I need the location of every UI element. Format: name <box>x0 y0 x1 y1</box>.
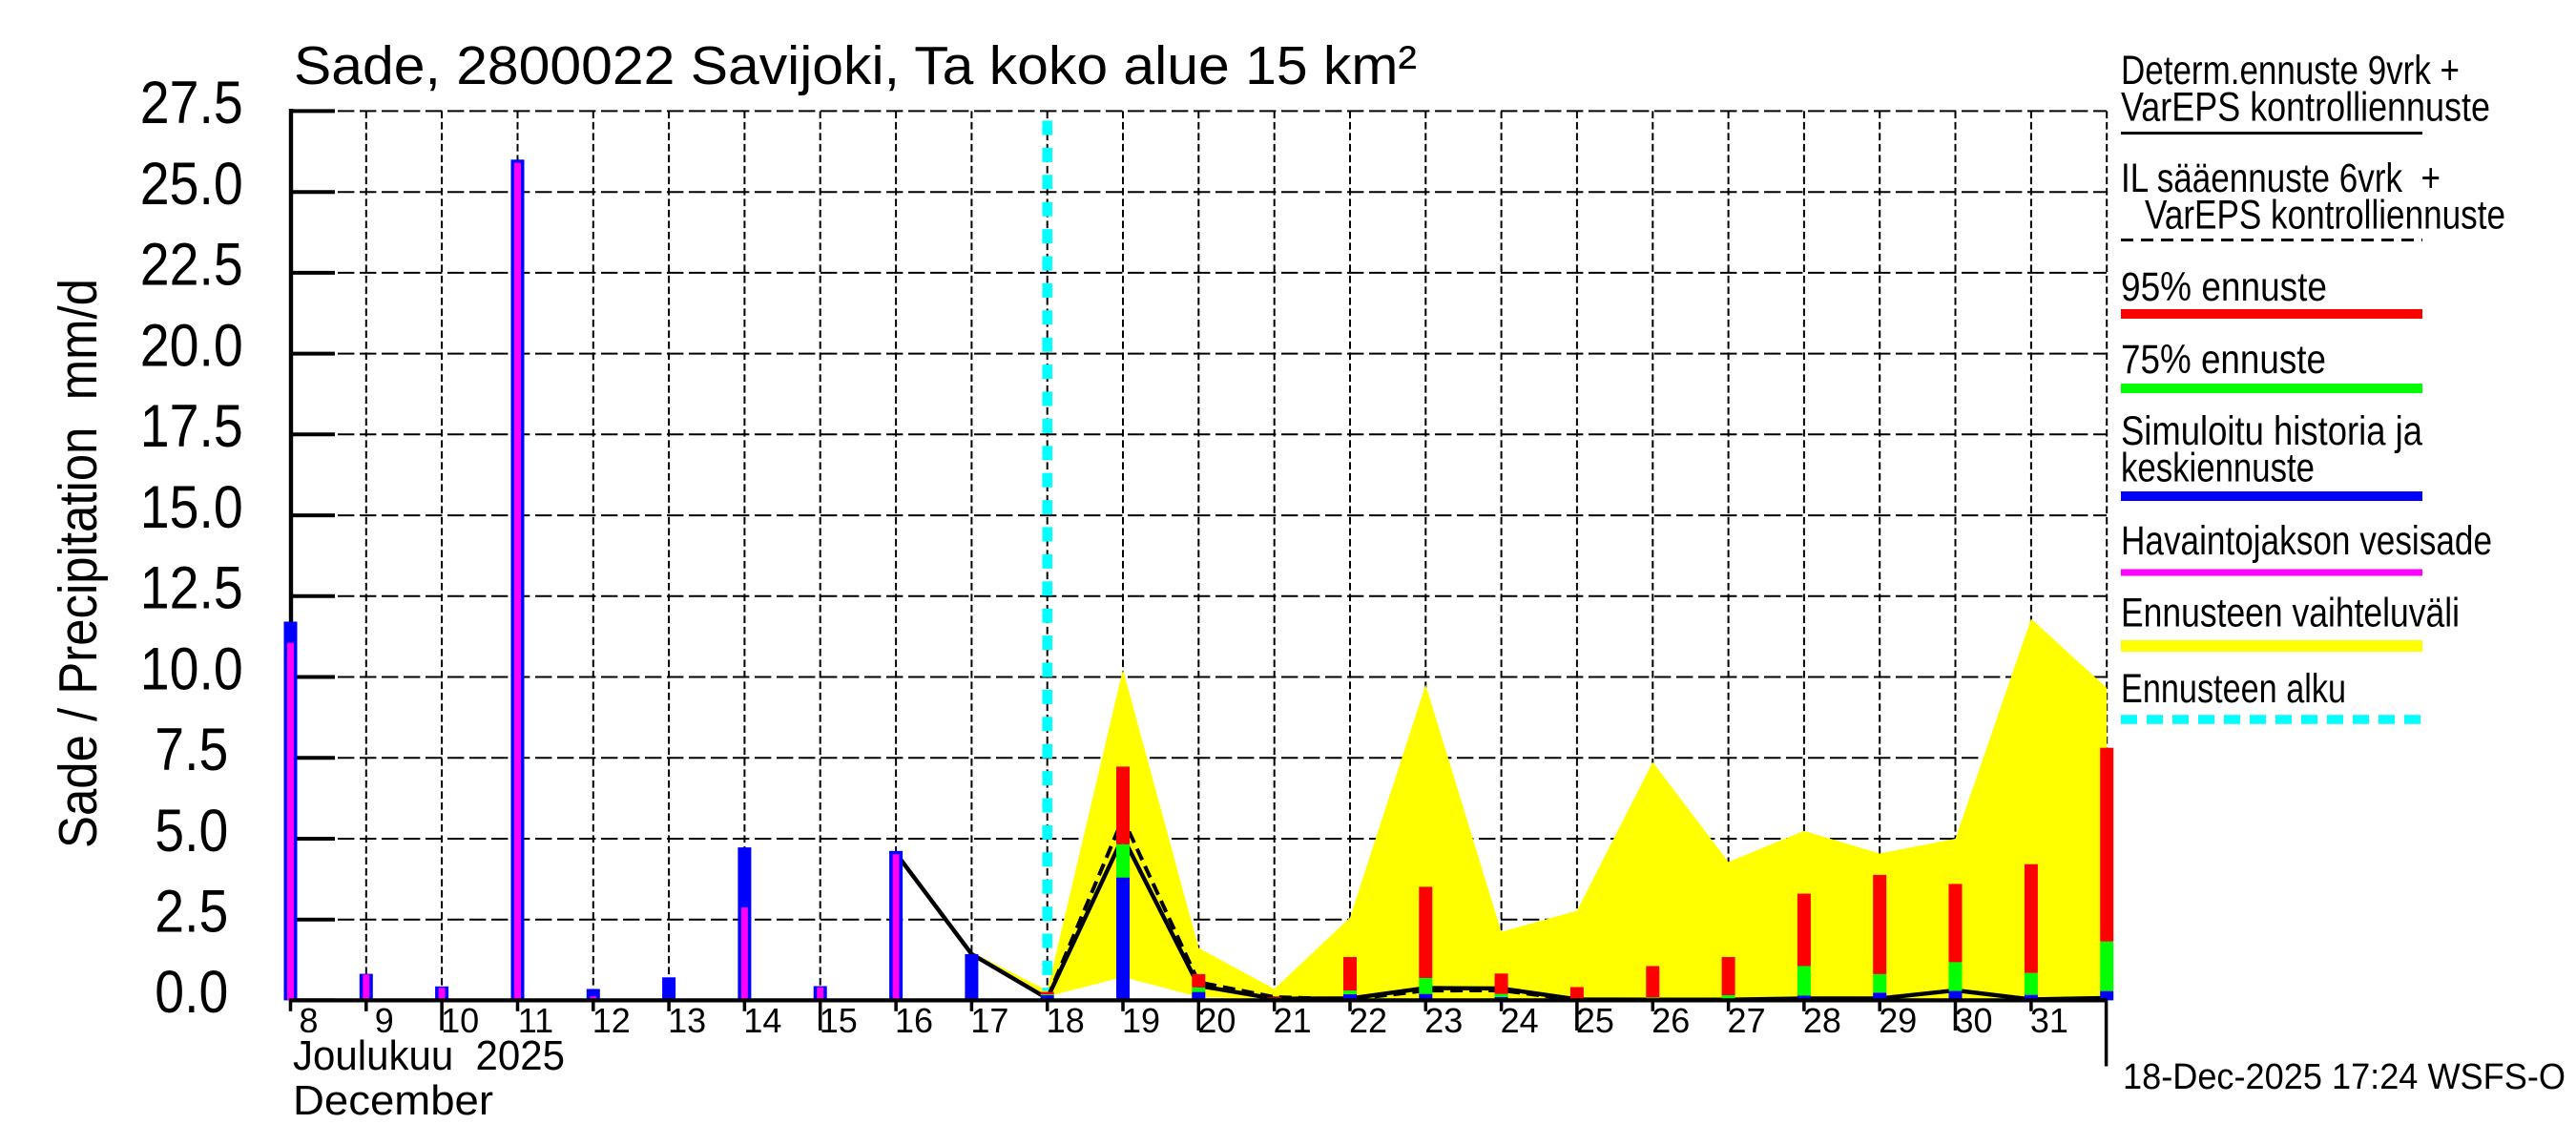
svg-text:16: 16 <box>895 1001 933 1040</box>
svg-text:25: 25 <box>1576 1001 1614 1040</box>
svg-text:29: 29 <box>1879 1001 1917 1040</box>
svg-text:23: 23 <box>1424 1001 1463 1040</box>
svg-text:22.5: 22.5 <box>140 232 243 299</box>
svg-text:17.5: 17.5 <box>140 393 243 460</box>
svg-text:20.0: 20.0 <box>140 312 243 379</box>
svg-text:22: 22 <box>1349 1001 1387 1040</box>
svg-text:Joulukuu 2025: Joulukuu 2025 <box>293 1032 565 1079</box>
svg-text:19: 19 <box>1122 1001 1160 1040</box>
svg-text:11: 11 <box>518 1001 553 1040</box>
svg-text:24: 24 <box>1501 1001 1539 1040</box>
svg-text:17: 17 <box>970 1001 1008 1040</box>
svg-text:27: 27 <box>1728 1001 1766 1040</box>
svg-text:12.5: 12.5 <box>140 555 243 622</box>
svg-text:2.5: 2.5 <box>155 878 228 945</box>
svg-text:12: 12 <box>592 1001 631 1040</box>
svg-text:14: 14 <box>743 1001 781 1040</box>
svg-text:Ennusteen vaihteluväli: Ennusteen vaihteluväli <box>2121 591 2460 636</box>
svg-text:20: 20 <box>1197 1001 1236 1040</box>
svg-text:Simuloitu historia ja: Simuloitu historia ja <box>2121 408 2422 454</box>
svg-text:Determ.ennuste 9vrk +: Determ.ennuste 9vrk + <box>2121 48 2460 94</box>
svg-text:December: December <box>293 1077 493 1124</box>
svg-text:15.0: 15.0 <box>140 474 243 541</box>
svg-text:95% ennuste: 95% ennuste <box>2121 264 2327 310</box>
svg-text:31: 31 <box>2030 1001 2068 1040</box>
svg-text:VarEPS kontrolliennuste: VarEPS kontrolliennuste <box>2145 193 2505 239</box>
svg-text:75% ennuste: 75% ennuste <box>2121 337 2326 383</box>
svg-text:18: 18 <box>1047 1001 1085 1040</box>
svg-text:Sade, 2800022 Savijoki, Ta kok: Sade, 2800022 Savijoki, Ta koko alue 15 … <box>294 35 1417 96</box>
svg-text:8: 8 <box>299 1001 318 1040</box>
svg-text:15: 15 <box>820 1001 858 1040</box>
svg-text:IL sääennuste 6vrk +: IL sääennuste 6vrk + <box>2121 156 2441 201</box>
svg-text:Ennusteen alku: Ennusteen alku <box>2121 666 2346 712</box>
svg-text:Sade / Precipitation mm/d: Sade / Precipitation mm/d <box>48 279 109 848</box>
svg-text:28: 28 <box>1803 1001 1841 1040</box>
svg-text:30: 30 <box>1955 1001 1993 1040</box>
svg-text:10: 10 <box>441 1001 479 1040</box>
svg-text:5.0: 5.0 <box>155 798 228 864</box>
svg-text:18-Dec-2025 17:24 WSFS-O: 18-Dec-2025 17:24 WSFS-O <box>2123 1057 2566 1097</box>
svg-text:9: 9 <box>375 1001 394 1040</box>
svg-text:7.5: 7.5 <box>155 717 228 783</box>
svg-text:keskiennuste: keskiennuste <box>2121 446 2315 491</box>
svg-text:27.5: 27.5 <box>140 70 243 136</box>
svg-text:21: 21 <box>1274 1001 1312 1040</box>
svg-text:0.0: 0.0 <box>155 959 228 1026</box>
svg-text:Havaintojakson vesisade: Havaintojakson vesisade <box>2121 518 2492 564</box>
svg-text:VarEPS kontrolliennuste: VarEPS kontrolliennuste <box>2121 85 2490 131</box>
svg-text:13: 13 <box>668 1001 706 1040</box>
svg-text:25.0: 25.0 <box>140 151 243 218</box>
svg-text:10.0: 10.0 <box>140 635 243 702</box>
svg-text:26: 26 <box>1652 1001 1690 1040</box>
